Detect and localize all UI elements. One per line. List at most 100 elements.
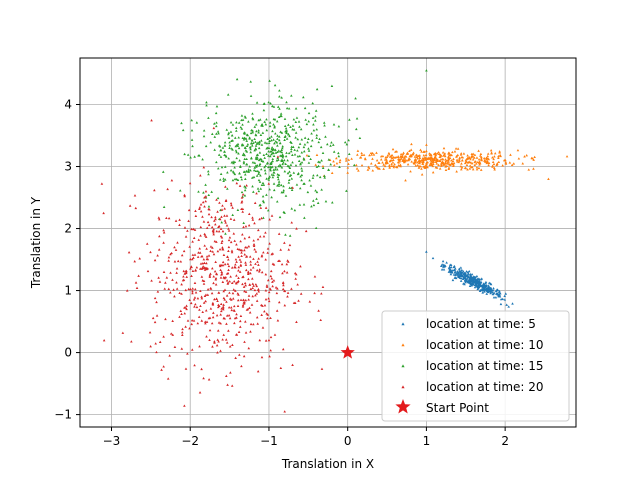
y-tick-label: 2: [64, 222, 72, 236]
data-point: [283, 289, 287, 293]
data-point: [242, 354, 246, 358]
data-point: [267, 290, 271, 294]
data-point: [222, 333, 226, 336]
data-point: [216, 196, 220, 200]
data-point: [468, 164, 472, 167]
data-point: [476, 280, 480, 283]
data-point: [231, 297, 235, 300]
data-point: [217, 153, 221, 156]
data-point: [193, 281, 197, 284]
data-point: [290, 221, 294, 224]
data-point: [448, 154, 452, 157]
legend-marker-start-point: [395, 399, 411, 414]
data-point: [220, 270, 224, 273]
data-point: [245, 268, 248, 272]
data-point: [419, 165, 422, 168]
data-point: [200, 255, 203, 258]
data-point: [173, 260, 177, 263]
data-point: [314, 189, 317, 192]
data-point: [504, 158, 507, 162]
data-point: [223, 219, 227, 222]
data-point: [175, 287, 179, 290]
data-point: [198, 206, 202, 209]
data-point: [195, 121, 199, 124]
data-point: [205, 226, 209, 229]
data-point: [155, 314, 159, 317]
data-point: [216, 299, 219, 303]
data-point: [275, 168, 279, 171]
data-point: [273, 333, 277, 336]
data-point: [281, 287, 285, 291]
data-point: [207, 205, 211, 208]
data-point: [208, 275, 212, 278]
data-point: [242, 302, 246, 305]
data-point: [454, 273, 457, 277]
data-point: [227, 306, 231, 309]
data-point: [244, 246, 247, 249]
data-point: [153, 188, 156, 192]
data-point: [252, 243, 256, 246]
data-point: [310, 132, 313, 135]
data-point: [356, 153, 359, 156]
data-point: [376, 166, 379, 169]
data-point: [283, 138, 286, 141]
data-point: [406, 163, 410, 166]
series-1: [425, 250, 514, 308]
data-point: [439, 264, 443, 268]
data-point: [254, 133, 258, 136]
data-point: [230, 308, 234, 312]
data-point: [249, 147, 252, 151]
data-point: [229, 240, 233, 244]
data-point: [485, 157, 488, 161]
data-point: [267, 100, 270, 104]
data-point: [259, 206, 263, 209]
data-point: [156, 290, 160, 293]
data-point: [379, 155, 383, 158]
data-point: [477, 277, 481, 281]
data-point: [449, 272, 453, 276]
data-point: [466, 275, 470, 278]
data-point: [195, 305, 199, 309]
data-point: [255, 142, 259, 145]
data-point: [418, 156, 421, 159]
data-point: [313, 275, 317, 278]
data-point: [429, 155, 433, 159]
data-point: [357, 169, 360, 172]
data-point: [238, 258, 242, 261]
data-point: [309, 144, 313, 148]
data-point: [492, 296, 496, 299]
data-point: [223, 165, 227, 168]
data-point: [169, 252, 172, 256]
data-point: [286, 171, 290, 175]
data-point: [287, 107, 291, 110]
data-point: [267, 182, 271, 185]
data-point: [250, 277, 254, 280]
data-point: [162, 231, 166, 234]
data-point: [228, 280, 232, 283]
data-point: [254, 123, 258, 126]
data-point: [409, 148, 413, 151]
data-point: [280, 131, 284, 134]
data-point: [245, 157, 248, 161]
data-point: [216, 305, 220, 309]
data-point: [314, 115, 317, 118]
data-point: [215, 121, 218, 124]
data-point: [242, 225, 245, 229]
data-point: [179, 309, 183, 312]
start-point-marker: [340, 345, 355, 359]
data-point: [422, 158, 425, 162]
data-point: [289, 163, 293, 166]
data-point: [532, 167, 535, 170]
data-point: [189, 265, 193, 268]
data-point: [251, 161, 255, 164]
data-point: [191, 269, 195, 272]
data-point: [183, 404, 186, 407]
data-point: [229, 275, 232, 278]
data-point: [498, 153, 502, 157]
data-point: [229, 130, 233, 133]
data-point: [499, 302, 503, 306]
data-point: [480, 284, 483, 287]
data-point: [469, 161, 473, 164]
data-point: [250, 138, 254, 142]
data-point: [169, 332, 173, 335]
